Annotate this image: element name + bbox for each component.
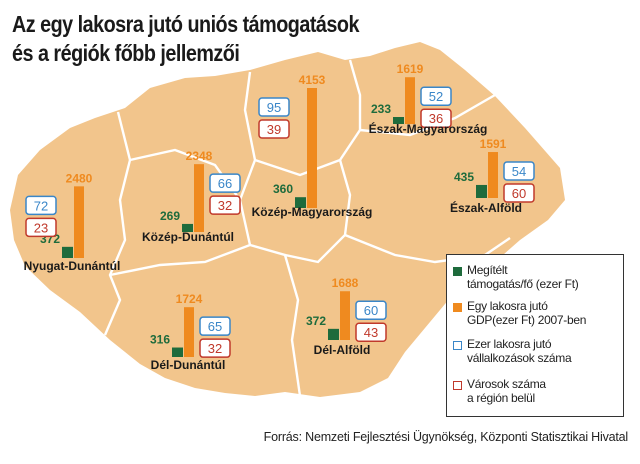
support-bar-del-dunantul xyxy=(172,347,183,357)
gdp-value-eszak-magyarorszag: 1619 xyxy=(397,62,424,76)
region-label-kozep-dunantul: Közép-Dunántúl xyxy=(142,230,234,244)
title-line-2: és a régiók főbb jellemzői xyxy=(12,40,240,66)
support-bar-del-alfold xyxy=(328,328,339,340)
region-kozep-magyarorszag: 4153 360 95 39 Közép-Magyarország xyxy=(252,73,373,219)
legend-cities-line-2: a régión belül xyxy=(467,391,535,405)
hungary-outline xyxy=(10,42,565,397)
cities-value-del-alfold: 43 xyxy=(364,325,378,340)
enterprises-box-kozep-dunantul xyxy=(209,173,241,193)
legend-support-line-1: Megítélt xyxy=(467,263,508,277)
cities-box-kozep-magyarorszag xyxy=(258,119,290,139)
region-label-nyugat-dunantul: Nyugat-Dunántúl xyxy=(24,259,121,273)
region-label-eszak-magyarorszag: Észak-Magyarország xyxy=(369,121,488,136)
support-bar-kozep-dunantul xyxy=(182,223,193,232)
legend-cities-line-1: Városok száma xyxy=(467,377,546,391)
gdp-value-nyugat-dunantul: 2480 xyxy=(66,171,93,185)
enterprises-value-eszak-alfold: 54 xyxy=(512,164,526,179)
enterprises-box-nyugat-dunantul xyxy=(25,195,57,216)
source-note: Forrás: Nemzeti Fejlesztési Ügynökség, K… xyxy=(263,430,629,444)
cities-value-eszak-magyarorszag: 36 xyxy=(429,111,443,126)
legend-cities-swatch xyxy=(453,381,462,390)
gdp-bar-nyugat-dunantul xyxy=(74,186,84,258)
enterprises-box-eszak-alfold xyxy=(503,161,535,181)
legend-gdp-swatch xyxy=(453,303,462,312)
gdp-value-kozep-dunantul: 2348 xyxy=(186,149,213,163)
enterprises-value-kozep-dunantul: 66 xyxy=(218,176,232,191)
gdp-bar-eszak-alfold xyxy=(488,152,498,198)
region-del-alfold: 1688 372 60 43 Dél-Alföld xyxy=(306,276,387,357)
gdp-bar-kozep-dunantul xyxy=(194,164,204,232)
region-kozep-dunantul: 2348 269 66 32 Közép-Dunántúl xyxy=(142,149,241,244)
enterprises-box-del-dunantul xyxy=(199,316,231,336)
legend-enterprises-swatch xyxy=(453,341,462,350)
cities-box-kozep-dunantul xyxy=(209,195,241,215)
enterprises-box-eszak-magyarorszag xyxy=(420,86,452,106)
support-bar-eszak-alfold xyxy=(476,184,487,198)
region-label-eszak-alfold: Észak-Alföld xyxy=(450,200,522,215)
support-value-kozep-dunantul: 269 xyxy=(160,209,180,223)
gdp-bar-kozep-magyarorszag xyxy=(307,88,317,208)
region-borders xyxy=(103,59,511,397)
gdp-bar-del-alfold xyxy=(340,291,350,340)
gdp-value-del-alfold: 1688 xyxy=(332,276,359,290)
enterprises-value-eszak-magyarorszag: 52 xyxy=(429,89,443,104)
cities-value-eszak-alfold: 60 xyxy=(512,186,526,201)
legend-support-line-2: támogatás/fő (ezer Ft) xyxy=(467,277,579,291)
support-value-del-dunantul: 316 xyxy=(150,333,170,347)
region-del-dunantul: 1724 316 65 32 Dél-Dunántúl xyxy=(150,292,231,372)
gdp-value-del-dunantul: 1724 xyxy=(176,292,203,306)
legend-enterprises-line-1: Ezer lakosra jutó xyxy=(467,337,552,351)
support-bar-eszak-magyarorszag xyxy=(393,117,404,124)
gdp-value-eszak-alfold: 1591 xyxy=(480,137,507,151)
gdp-bar-del-dunantul xyxy=(184,307,194,357)
gdp-value-kozep-magyarorszag: 4153 xyxy=(299,73,326,87)
cities-box-nyugat-dunantul xyxy=(25,217,57,238)
cities-box-del-dunantul xyxy=(199,338,231,358)
support-value-eszak-alfold: 435 xyxy=(454,170,474,184)
legend-support-swatch xyxy=(453,267,462,276)
region-label-del-dunantul: Dél-Dunántúl xyxy=(151,358,226,372)
enterprises-box-kozep-magyarorszag xyxy=(258,97,290,117)
enterprises-value-del-alfold: 60 xyxy=(364,303,378,318)
region-label-kozep-magyarorszag: Közép-Magyarország xyxy=(252,205,373,219)
enterprises-value-del-dunantul: 65 xyxy=(208,319,222,334)
support-value-kozep-magyarorszag: 360 xyxy=(273,182,293,196)
support-bar-nyugat-dunantul xyxy=(62,246,73,258)
cities-value-kozep-dunantul: 32 xyxy=(218,198,232,213)
enterprises-box-del-alfold xyxy=(355,300,387,320)
support-bar-kozep-magyarorszag xyxy=(295,197,306,208)
cities-value-del-dunantul: 32 xyxy=(208,341,222,356)
enterprises-value-nyugat-dunantul: 72 xyxy=(34,198,48,213)
cities-box-del-alfold xyxy=(355,322,387,342)
legend-gdp-line-1: Egy lakosra jutó xyxy=(467,299,548,313)
legend: Megítélt támogatás/fő (ezer Ft) Egy lako… xyxy=(446,254,624,417)
cities-value-kozep-magyarorszag: 39 xyxy=(267,122,281,137)
support-value-eszak-magyarorszag: 233 xyxy=(371,102,391,116)
legend-enterprises-line-2: vállalkozások száma xyxy=(467,351,572,365)
region-label-del-alfold: Dél-Alföld xyxy=(314,343,371,357)
cities-box-eszak-alfold xyxy=(503,183,535,203)
enterprises-value-kozep-magyarorszag: 95 xyxy=(267,100,281,115)
gdp-bar-eszak-magyarorszag xyxy=(405,77,415,124)
cities-value-nyugat-dunantul: 23 xyxy=(34,220,48,235)
cities-box-eszak-magyarorszag xyxy=(420,108,452,128)
support-value-del-alfold: 372 xyxy=(306,314,326,328)
legend-gdp-line-2: GDP(ezer Ft) 2007-ben xyxy=(467,313,587,327)
title-line-1: Az egy lakosra jutó uniós támogatások xyxy=(12,11,359,37)
page-title: Az egy lakosra jutó uniós támogatások és… xyxy=(12,10,416,68)
